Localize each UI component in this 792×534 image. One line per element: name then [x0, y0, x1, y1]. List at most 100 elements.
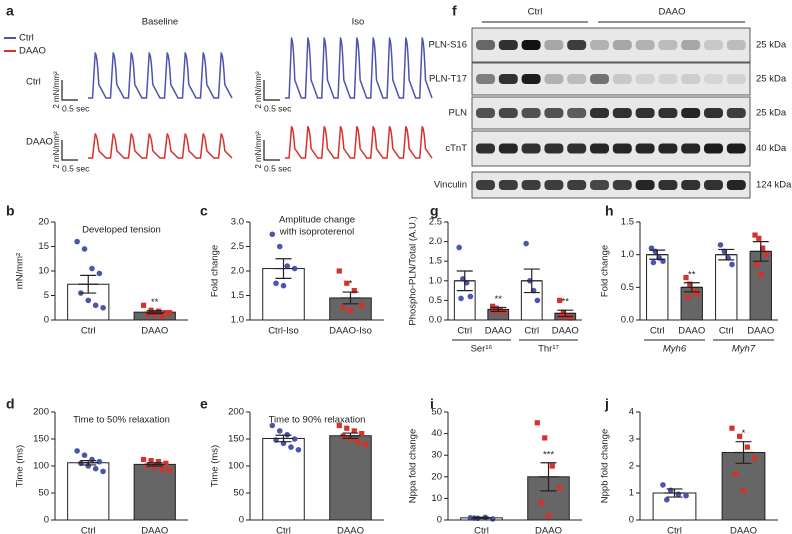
chart: j Nppb fold change 0 1 2 3 4 Ctrl * DAAO	[600, 396, 778, 534]
blot-band	[612, 40, 632, 50]
chart-title: Time to 50% relaxation	[73, 415, 170, 426]
size-label: 25 kDa	[756, 108, 787, 119]
blot-band	[704, 40, 723, 50]
chart-title: Developed tension	[82, 225, 161, 236]
blot-band	[590, 74, 609, 84]
panel-letter: a	[6, 3, 14, 19]
x-tick-label: Ctrl	[81, 526, 96, 534]
bar	[527, 476, 570, 521]
blot-band	[704, 74, 723, 84]
y-tick-label: 2.5	[429, 217, 442, 228]
data-point	[756, 235, 762, 241]
data-point	[717, 242, 724, 248]
data-point	[538, 500, 544, 506]
y-tick-label: 100	[33, 461, 49, 472]
data-point	[81, 452, 88, 459]
significance: **	[151, 297, 159, 308]
error-bar	[733, 441, 754, 464]
y-tick-label: 20	[38, 217, 49, 228]
data-point	[159, 466, 165, 472]
data-point	[276, 428, 283, 434]
y-axis-label: Nppb fold change	[600, 429, 611, 503]
x-tick-label: Ctrl	[667, 526, 682, 534]
data-point	[467, 293, 474, 300]
data-point	[359, 302, 365, 308]
data-point	[557, 297, 563, 303]
y-tick-label: 5	[44, 290, 49, 301]
band-label: Vinculin	[434, 180, 467, 191]
y-axis-label: Fold change	[210, 245, 221, 297]
force-trace	[285, 126, 433, 159]
blot-band	[567, 143, 587, 154]
error-bar	[664, 488, 685, 498]
y-tick-label: 0	[44, 315, 49, 326]
data-point	[359, 431, 365, 437]
blot-band	[704, 108, 723, 118]
data-point	[336, 422, 342, 429]
data-point	[347, 307, 354, 313]
group-label: Thr¹⁷	[538, 344, 559, 355]
data-point	[74, 448, 80, 454]
data-point	[295, 447, 302, 453]
data-point	[152, 464, 158, 470]
blot-band	[635, 74, 655, 84]
y-axis-label: Time (ms)	[15, 445, 26, 487]
data-point	[74, 238, 80, 245]
blot-band	[544, 108, 564, 118]
data-point	[489, 516, 496, 522]
data-point	[754, 261, 760, 268]
blot-band	[498, 180, 518, 190]
axes	[249, 222, 384, 321]
blot-band	[567, 180, 587, 190]
blot-band	[521, 143, 541, 154]
data-point	[456, 244, 462, 251]
data-point	[141, 456, 147, 463]
data-point	[458, 295, 464, 302]
blot-band	[521, 180, 541, 190]
condition-label: Baseline	[142, 17, 178, 28]
blot-band	[726, 143, 746, 154]
data-point	[85, 297, 92, 304]
x-tick-label: DAAO	[535, 526, 562, 534]
x-tick-label: Ctrl	[276, 526, 291, 534]
y-axis-label: Time (ms)	[210, 445, 221, 487]
data-point	[166, 310, 173, 316]
scale-time: 0.5 sec	[264, 163, 292, 173]
data-point	[549, 463, 555, 469]
y-axis-label: Phospho-PLN/Total (A.U.)	[408, 216, 419, 325]
y-tick-label: 1.5	[231, 290, 244, 301]
blot-band	[612, 74, 632, 84]
y-tick-label: 1.5	[429, 256, 442, 267]
y-tick-label: 1.5	[621, 217, 634, 228]
panel-letter: j	[604, 396, 609, 412]
data-point	[490, 303, 496, 309]
group-label: Ctrl	[528, 7, 543, 18]
blot-band	[590, 108, 609, 118]
error-bar	[681, 282, 702, 293]
data-point	[96, 270, 103, 277]
blot-band	[544, 40, 564, 50]
data-point	[159, 313, 165, 319]
y-tick-label: 0	[239, 515, 244, 526]
blot-band	[498, 108, 518, 118]
x-tick-label: DAAO	[337, 526, 364, 534]
y-tick-label: 0	[44, 515, 49, 526]
data-point	[493, 305, 499, 311]
y-tick-label: 100	[228, 461, 244, 472]
group-label: DAAO	[659, 7, 686, 18]
blot-band	[476, 108, 495, 118]
data-point	[663, 496, 670, 503]
blot-frame	[471, 130, 751, 167]
error-bar	[273, 434, 294, 443]
group-label: Ser¹⁶	[471, 344, 493, 355]
data-point	[752, 232, 758, 238]
data-point	[667, 487, 674, 494]
blot-band	[567, 74, 587, 84]
data-point	[152, 312, 158, 318]
chart: g Phospho-PLN/Total (A.U.) 0.0 0.5 1.0 1.5 2.0…	[408, 203, 582, 355]
x-tick-label: DAAO	[485, 326, 512, 337]
blot-band	[521, 108, 541, 118]
blot-band	[704, 180, 723, 190]
y-tick-label: 40	[431, 428, 442, 439]
